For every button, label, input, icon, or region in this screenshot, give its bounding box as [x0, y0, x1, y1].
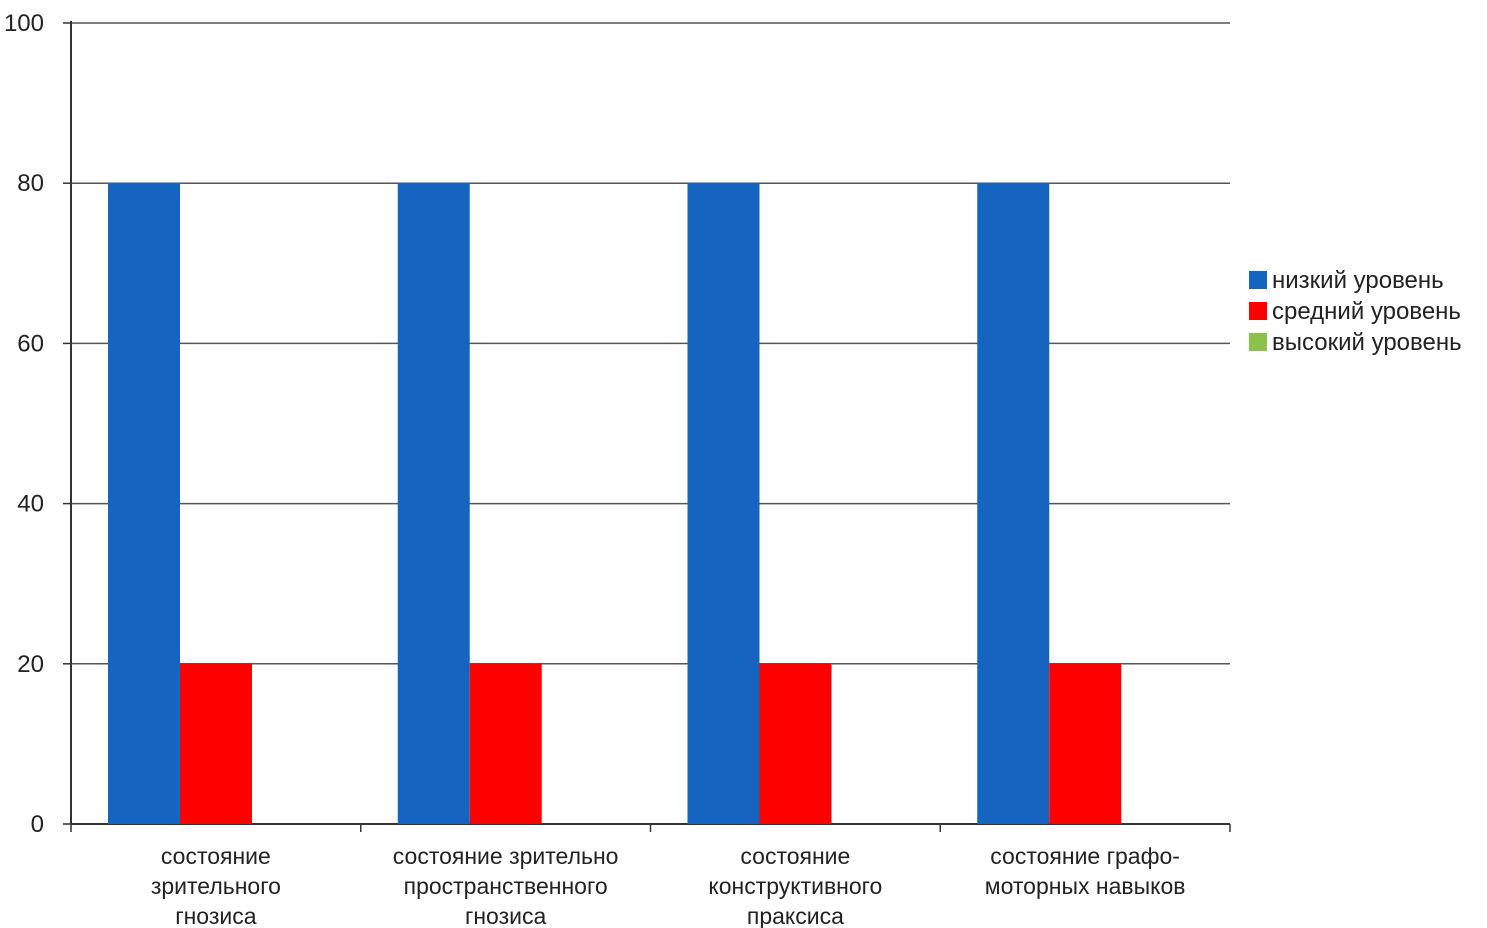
- bar-series-0-cat-0: [108, 183, 180, 824]
- legend-label-1: средний уровень: [1272, 298, 1461, 325]
- bar-series-0-cat-3: [977, 183, 1050, 824]
- y-tick-label: 40: [17, 491, 44, 518]
- x-category-label: конструктивного: [708, 873, 882, 899]
- y-tick-label: 100: [4, 10, 44, 37]
- x-category-label: пространственного: [404, 873, 608, 899]
- x-category-label: праксиса: [747, 903, 844, 928]
- y-tick-label: 20: [17, 651, 44, 678]
- x-category-label: моторных навыков: [985, 873, 1186, 899]
- bars: [108, 183, 1122, 824]
- x-category-label: гнозиса: [175, 903, 257, 928]
- bar-series-1-cat-2: [759, 663, 832, 824]
- bar-series-0-cat-1: [397, 183, 470, 824]
- bar-series-0-cat-2: [687, 183, 760, 824]
- y-tick-label: 80: [17, 170, 44, 197]
- legend-swatch-0: [1249, 271, 1267, 289]
- x-category-labels: состояние зрительного гнозиса состояние зри…: [151, 843, 1186, 928]
- bar-series-1-cat-1: [469, 663, 542, 824]
- legend-label-2: высокий уровень: [1272, 329, 1462, 356]
- legend-label-0: низкий уровень: [1272, 267, 1444, 294]
- bar-series-1-cat-0: [180, 663, 252, 824]
- x-category-label: состояние графо-: [990, 843, 1180, 869]
- y-tick-label: 0: [31, 811, 44, 838]
- legend-swatch-2: [1249, 333, 1267, 351]
- y-tick-label: 60: [17, 330, 44, 357]
- legend: низкий уровень средний уровень высокий уро…: [1249, 267, 1462, 356]
- y-tick-labels: 0 20 40 60 80 100: [4, 10, 44, 838]
- x-category-label: состояние: [740, 843, 850, 869]
- legend-swatch-1: [1249, 302, 1267, 320]
- x-category-label: гнозиса: [465, 903, 547, 928]
- x-category-label: состояние: [161, 843, 271, 869]
- bar-series-1-cat-3: [1049, 663, 1122, 824]
- x-category-label: состояние зрительно: [393, 843, 619, 869]
- gridlines: [71, 22, 1230, 665]
- x-category-label: зрительного: [151, 873, 281, 899]
